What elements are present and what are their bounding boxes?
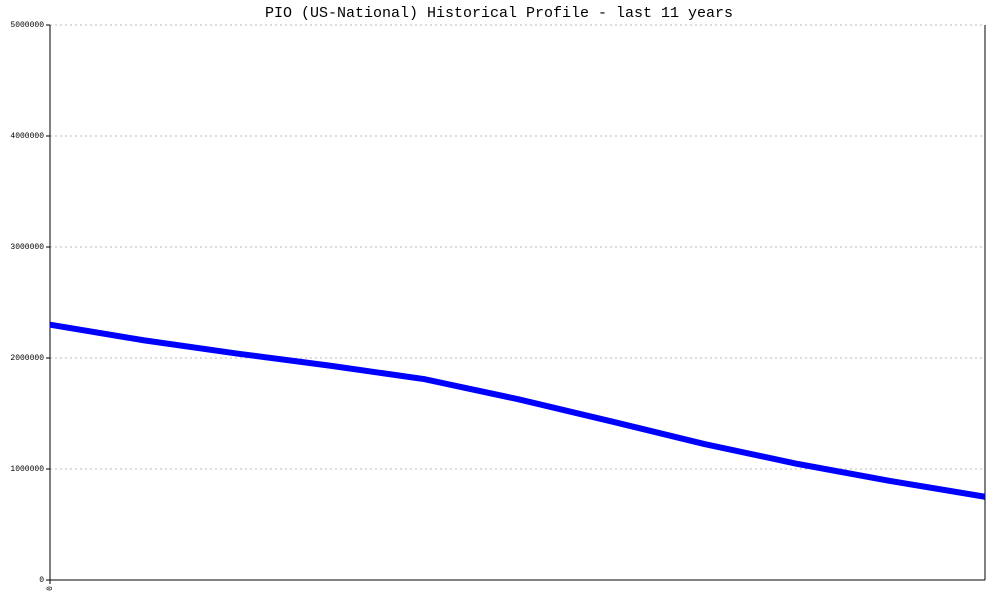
- x-tick-label: 0: [46, 586, 55, 591]
- y-tick-label: 1000000: [10, 465, 44, 474]
- y-tick-label: 0: [39, 576, 44, 585]
- data-line: [49, 321, 986, 500]
- y-tick-label: 5000000: [10, 21, 44, 30]
- y-tick-label: 3000000: [10, 243, 44, 252]
- y-tick-label: 2000000: [10, 354, 44, 363]
- chart-title: PIO (US-National) Historical Profile - l…: [265, 5, 733, 22]
- y-tick-label: 4000000: [10, 132, 44, 141]
